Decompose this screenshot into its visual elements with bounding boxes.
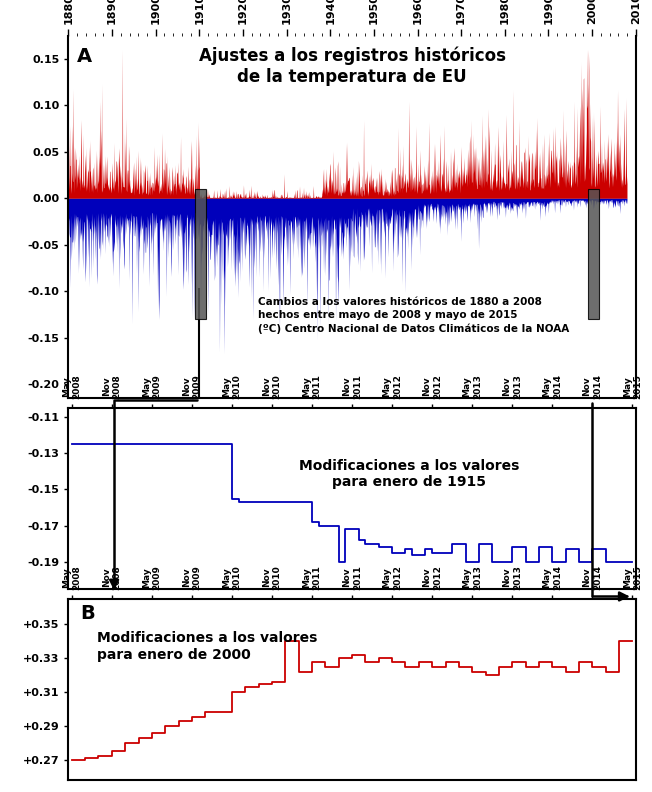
Bar bbox=[587, 189, 599, 319]
Text: Modificaciones a los valores
para enero de 2000: Modificaciones a los valores para enero … bbox=[96, 631, 317, 661]
Text: A: A bbox=[77, 47, 92, 66]
Text: Cambios a los valores históricos de 1880 a 2008
hechos entre mayo de 2008 y mayo: Cambios a los valores históricos de 1880… bbox=[258, 297, 570, 333]
Bar bbox=[195, 189, 206, 319]
Text: Modificaciones a los valores
para enero de 1915: Modificaciones a los valores para enero … bbox=[299, 459, 519, 489]
Text: Ajustes a los registros históricos
de la temperatura de EU: Ajustes a los registros históricos de la… bbox=[199, 47, 505, 86]
Text: B: B bbox=[80, 604, 95, 623]
